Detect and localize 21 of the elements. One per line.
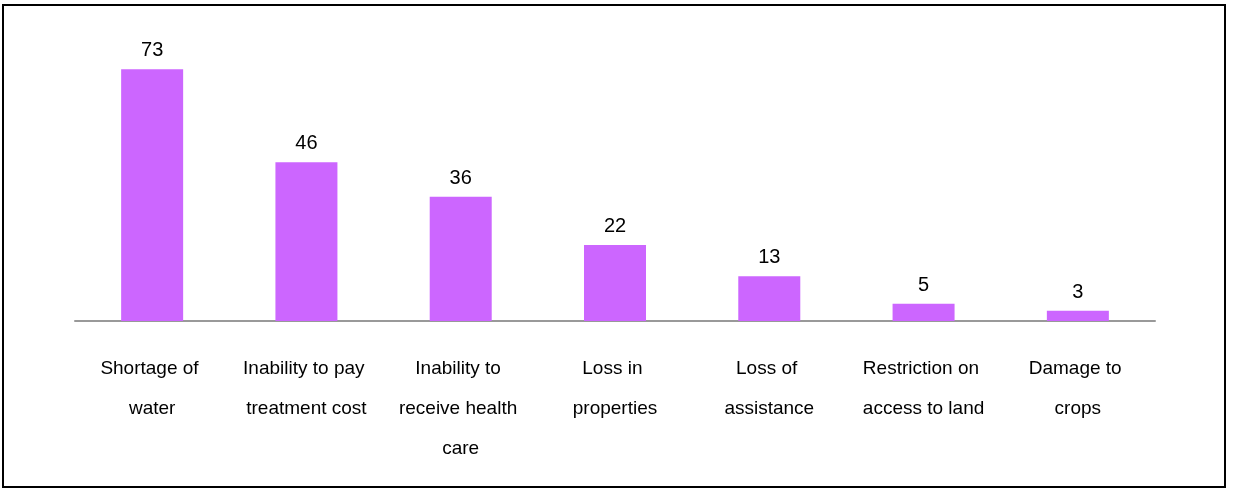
data-label: 5 [918, 272, 930, 295]
x-tick-label: Inability to pay treatment cost [243, 356, 370, 418]
data-label: 36 [449, 165, 472, 188]
x-tick-label: Inability to receive health care [398, 356, 523, 458]
x-tick-label: Damage to crops [1028, 356, 1127, 418]
x-tick-label: Shortage of water [100, 356, 204, 418]
bar [738, 276, 801, 321]
data-label: 46 [295, 131, 318, 154]
bar [121, 69, 184, 321]
bar [275, 162, 338, 321]
bar [1046, 310, 1109, 321]
x-tick-label: Loss of assistance [724, 356, 815, 418]
x-tick-label: Loss in properties [572, 356, 658, 418]
bar [429, 196, 492, 321]
bar [584, 245, 646, 321]
data-label: 13 [758, 245, 781, 268]
x-tick-label: Restriction on access to land [862, 356, 985, 418]
data-label: 22 [603, 214, 627, 237]
data-label: 73 [141, 38, 164, 61]
bar [892, 303, 955, 321]
data-label: 3 [1072, 279, 1084, 302]
